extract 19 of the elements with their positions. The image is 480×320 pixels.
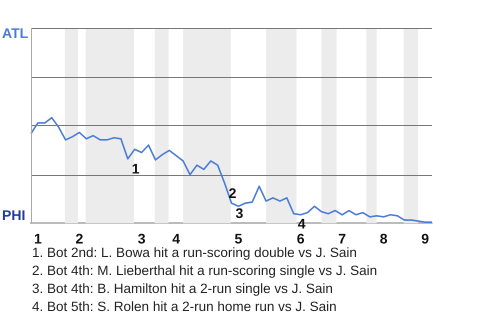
text: 2. Bot 4th: M. Lieberthal hit a run-scoring single vs J. Sain [32,262,378,280]
annotation: 3 [236,205,244,222]
x-tick-label: 3 [138,230,146,246]
annotation: 2 [228,184,237,201]
x-tick-label: 5 [234,230,243,246]
x-tick-label: 4 [172,230,180,246]
annotation: 4 [298,216,306,232]
text: 1. Bot 2nd: L. Bowa hit a run-scoring double vs J. Sain [32,244,358,262]
x-tick-label: 7 [338,230,346,246]
x-tick-label: 9 [421,230,430,246]
text: 4. Bot 5th: S. Rolen hit a 2-run home run vs J. Sain [32,298,338,316]
x-tick-label: 1 [34,230,42,246]
x-tick-label: 2 [76,230,84,246]
annotation: 1 [132,160,140,177]
text: 3. Bot 4th: B. Hamilton hit a 2-run single vs J. Sain [32,280,334,298]
x-tick-label: 6 [296,230,305,246]
x-tick-label: 8 [380,230,388,246]
text: PHI [2,207,26,224]
text: ATL [2,25,28,41]
